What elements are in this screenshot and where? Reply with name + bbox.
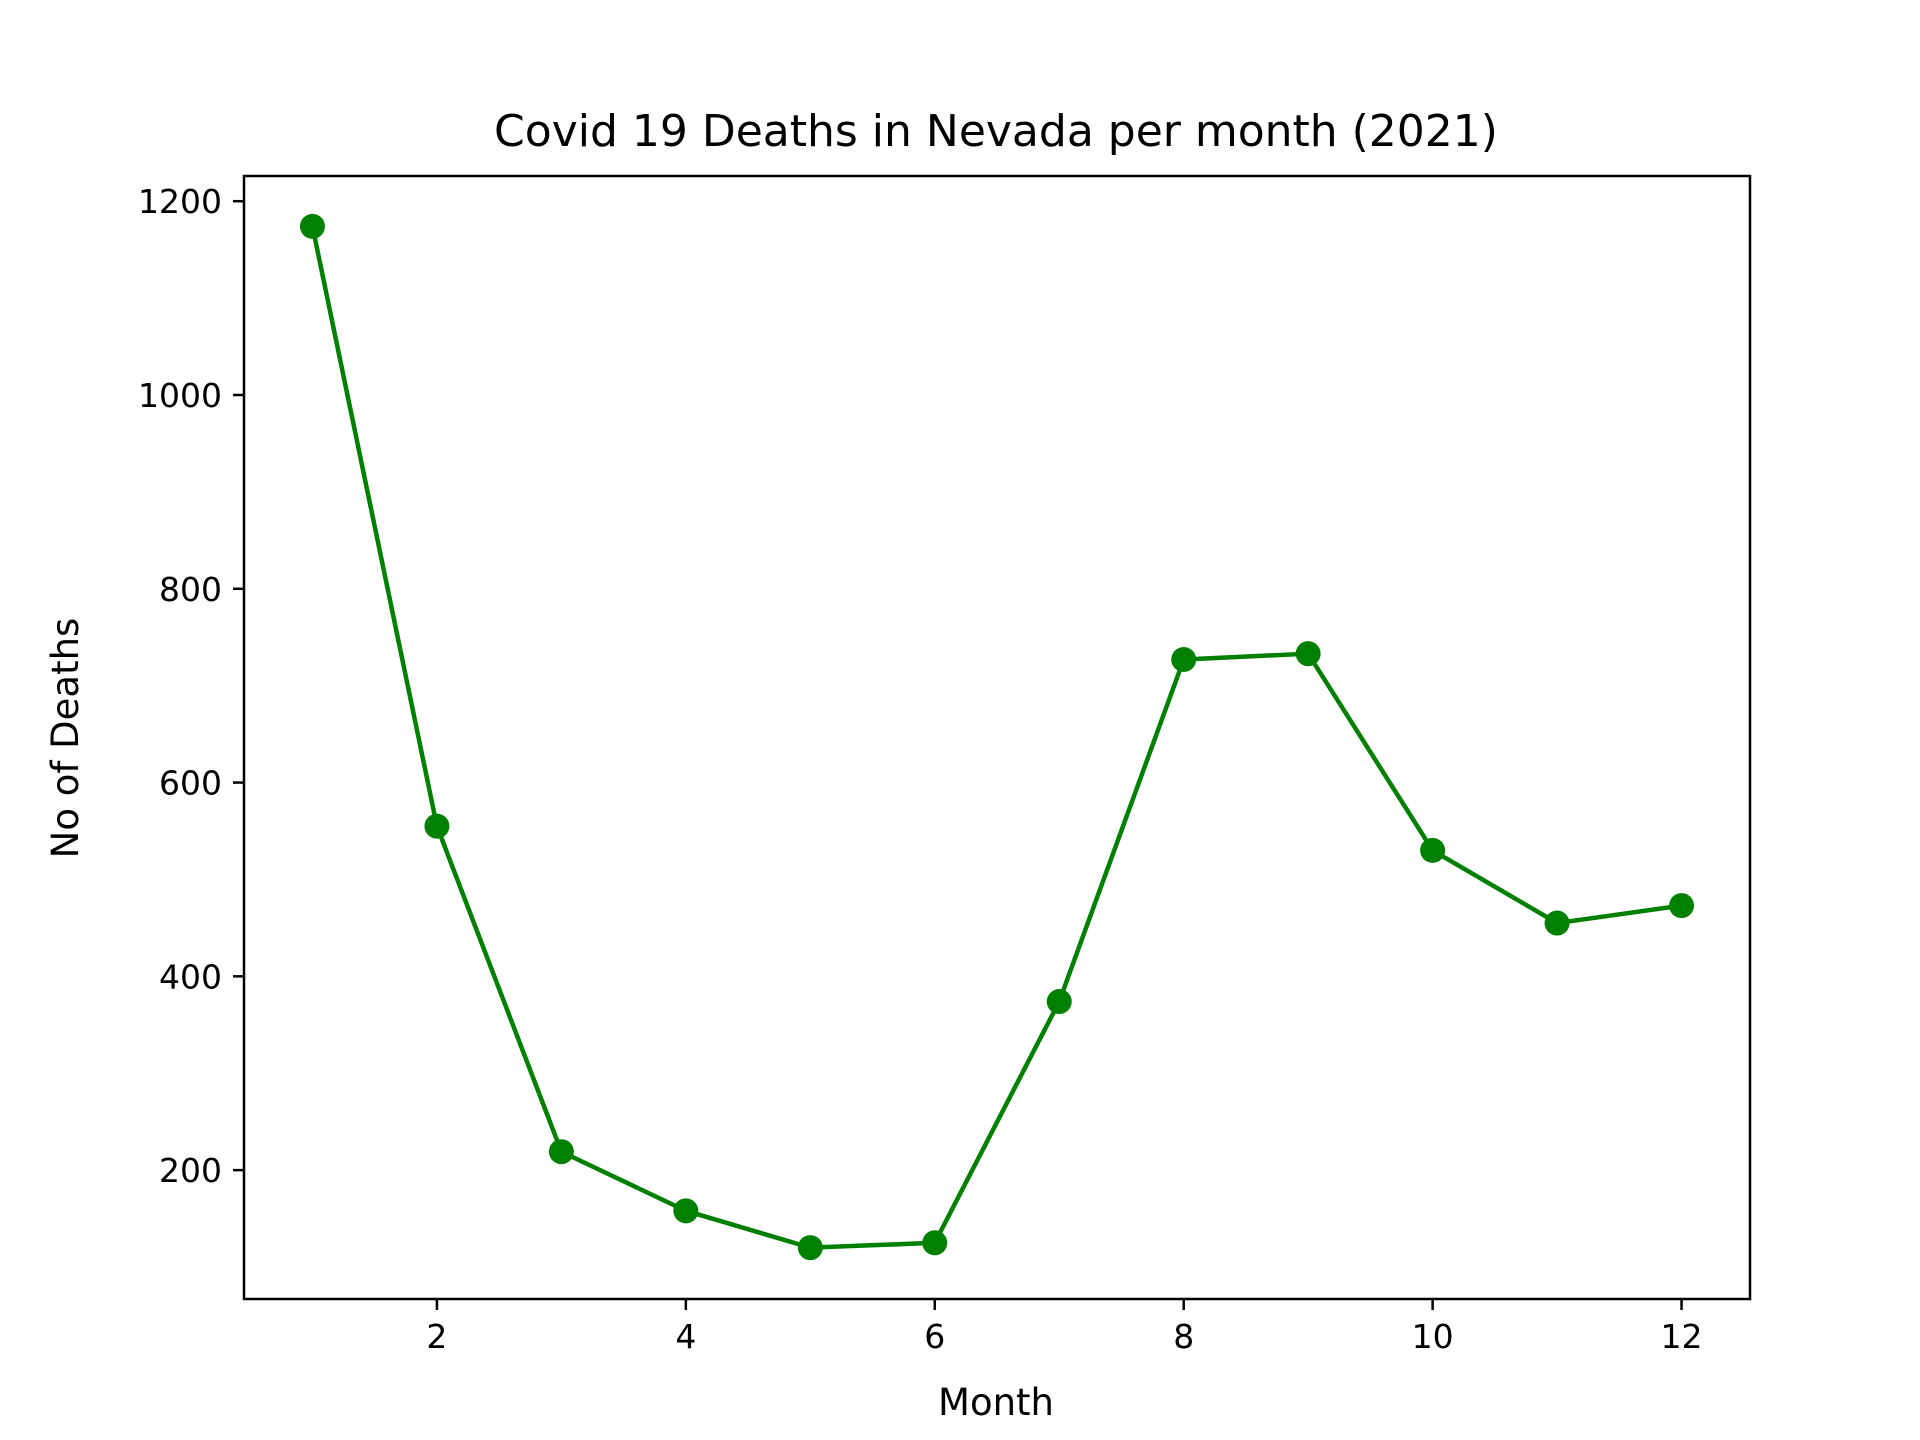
x-tick-label: 8 (1173, 1317, 1194, 1356)
data-point (673, 1198, 699, 1224)
data-point (922, 1230, 948, 1256)
data-point (1420, 837, 1446, 863)
plot-marks (299, 213, 1695, 1261)
series-line (310, 225, 1682, 1250)
data-point (548, 1139, 574, 1165)
x-tick-label: 10 (1412, 1317, 1454, 1356)
y-axis-title-group: No of Deaths (44, 618, 87, 859)
axis-ticks: 2 4 6 8 10 12 200 400 600 800 1000 1200 (138, 182, 1703, 1356)
data-point (1171, 647, 1197, 673)
data-point (1544, 910, 1570, 936)
data-point (299, 213, 325, 239)
y-tick-label: 1000 (138, 376, 222, 415)
x-tick-label: 2 (426, 1317, 447, 1356)
x-axis-title: Month (938, 1381, 1054, 1424)
y-tick-label: 800 (159, 570, 222, 609)
data-point (1669, 893, 1695, 919)
x-tick-label: 6 (924, 1317, 945, 1356)
x-tick-label: 4 (675, 1317, 696, 1356)
y-axis-title: No of Deaths (44, 618, 87, 859)
y-tick-label: 1200 (138, 182, 222, 221)
data-point (1295, 641, 1321, 667)
y-tick-label: 400 (159, 957, 222, 996)
plot-frame (242, 174, 1752, 1301)
data-point (797, 1235, 823, 1261)
data-point (424, 813, 450, 839)
x-tick-label: 12 (1661, 1317, 1703, 1356)
y-tick-label: 200 (159, 1151, 222, 1190)
data-point (1046, 989, 1072, 1015)
y-tick-label: 600 (159, 764, 222, 803)
chart-title: Covid 19 Deaths in Nevada per month (202… (494, 106, 1498, 157)
